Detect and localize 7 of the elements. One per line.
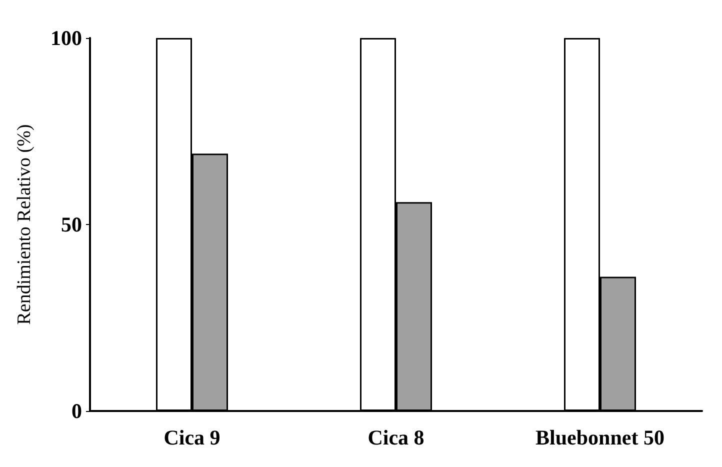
x-tick-label: Cica 9 [164,426,220,450]
y-tick-label: 100 [50,26,82,50]
x-tick-label: Bluebonnet 50 [536,426,664,450]
y-tick-label: 0 [72,399,82,423]
x-tick-label: Cica 8 [368,426,424,450]
y-tick-label: 50 [61,212,82,236]
y-axis-title: Rendimiento Relativo (%) [14,124,35,325]
